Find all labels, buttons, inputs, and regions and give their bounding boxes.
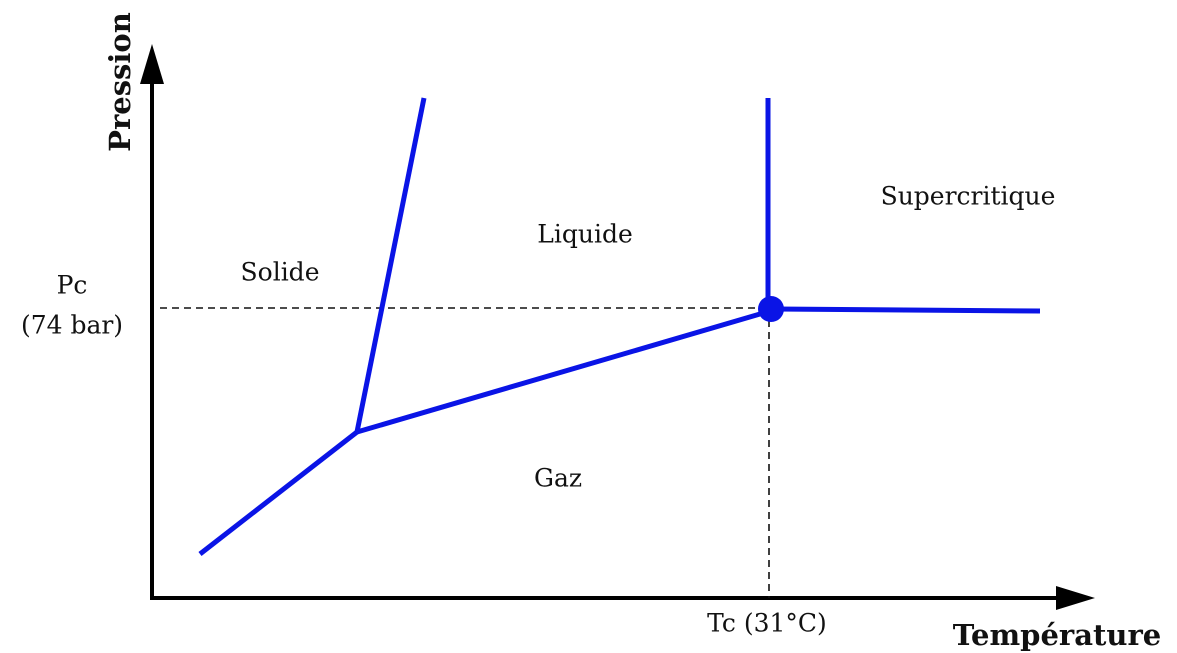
vaporization-curve	[356, 311, 761, 435]
y-axis-label: Pression	[103, 12, 137, 152]
sublimation-curve	[198, 430, 359, 556]
region-label: Supercritique	[881, 182, 1056, 211]
region-label: Solide	[241, 258, 320, 287]
melting-curve	[354, 97, 427, 433]
critical-point	[758, 296, 784, 322]
x-axis-arrow	[1056, 586, 1095, 610]
region-label: Liquide	[537, 220, 633, 249]
x-axis-label: Température	[953, 618, 1161, 652]
region-label: Gaz	[534, 464, 582, 493]
tc-label: Tc (31°C)	[707, 609, 827, 638]
y-axis-arrow	[140, 44, 164, 84]
pc-label: Pc	[57, 271, 88, 300]
pc-value: (74 bar)	[21, 311, 123, 340]
supercritical-boundary-horizontal	[774, 306, 1041, 314]
